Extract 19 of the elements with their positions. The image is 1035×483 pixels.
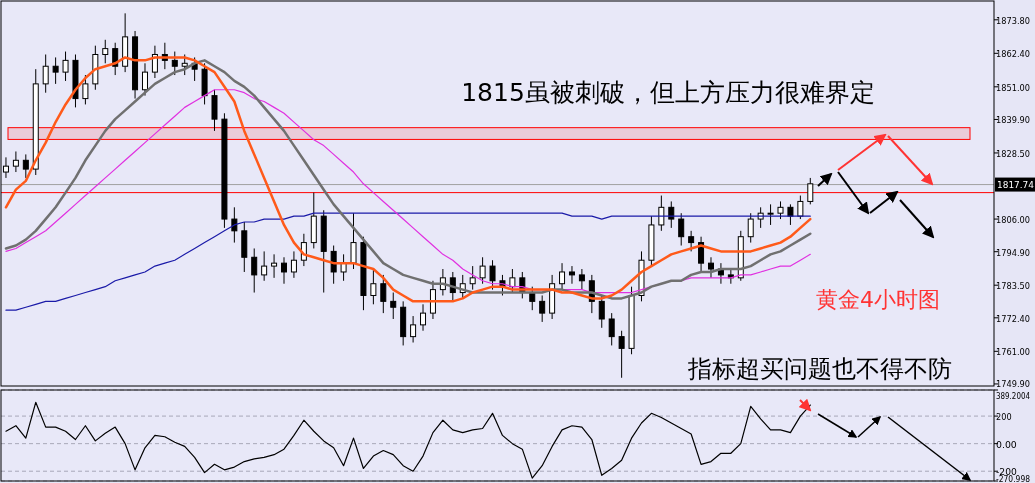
annotation: 黄金4小时图: [816, 287, 940, 312]
y-tick-label: 389.2004: [996, 391, 1035, 401]
ref-line-label: 1817.74: [997, 180, 1034, 191]
y-tick-label: 1806.00: [996, 215, 1032, 226]
y-tick-label: 1851.00: [996, 82, 1032, 93]
y-tick-label: 200: [996, 412, 1013, 423]
line-series: [5, 401, 811, 479]
y-tick-label: 1783.50: [996, 281, 1032, 292]
y-tick-label: 1873.80: [996, 15, 1032, 26]
y-tick-label: 1828.50: [996, 148, 1032, 159]
y-tick-label: 1794.90: [996, 247, 1032, 258]
y-tick-label: 1761.00: [996, 347, 1032, 358]
y-tick-label: 0.00: [996, 439, 1017, 450]
annotation: 1815虽被刺破，但上方压力很难界定: [461, 78, 875, 107]
y-tick-label: 1749.90: [996, 379, 1032, 389]
y-tick-label: 1839.90: [996, 115, 1032, 126]
annotation: 指标超买问题也不得不防: [687, 355, 952, 383]
y-tick-label: 1772.40: [996, 313, 1032, 324]
y-tick-label: 1862.40: [996, 49, 1032, 60]
